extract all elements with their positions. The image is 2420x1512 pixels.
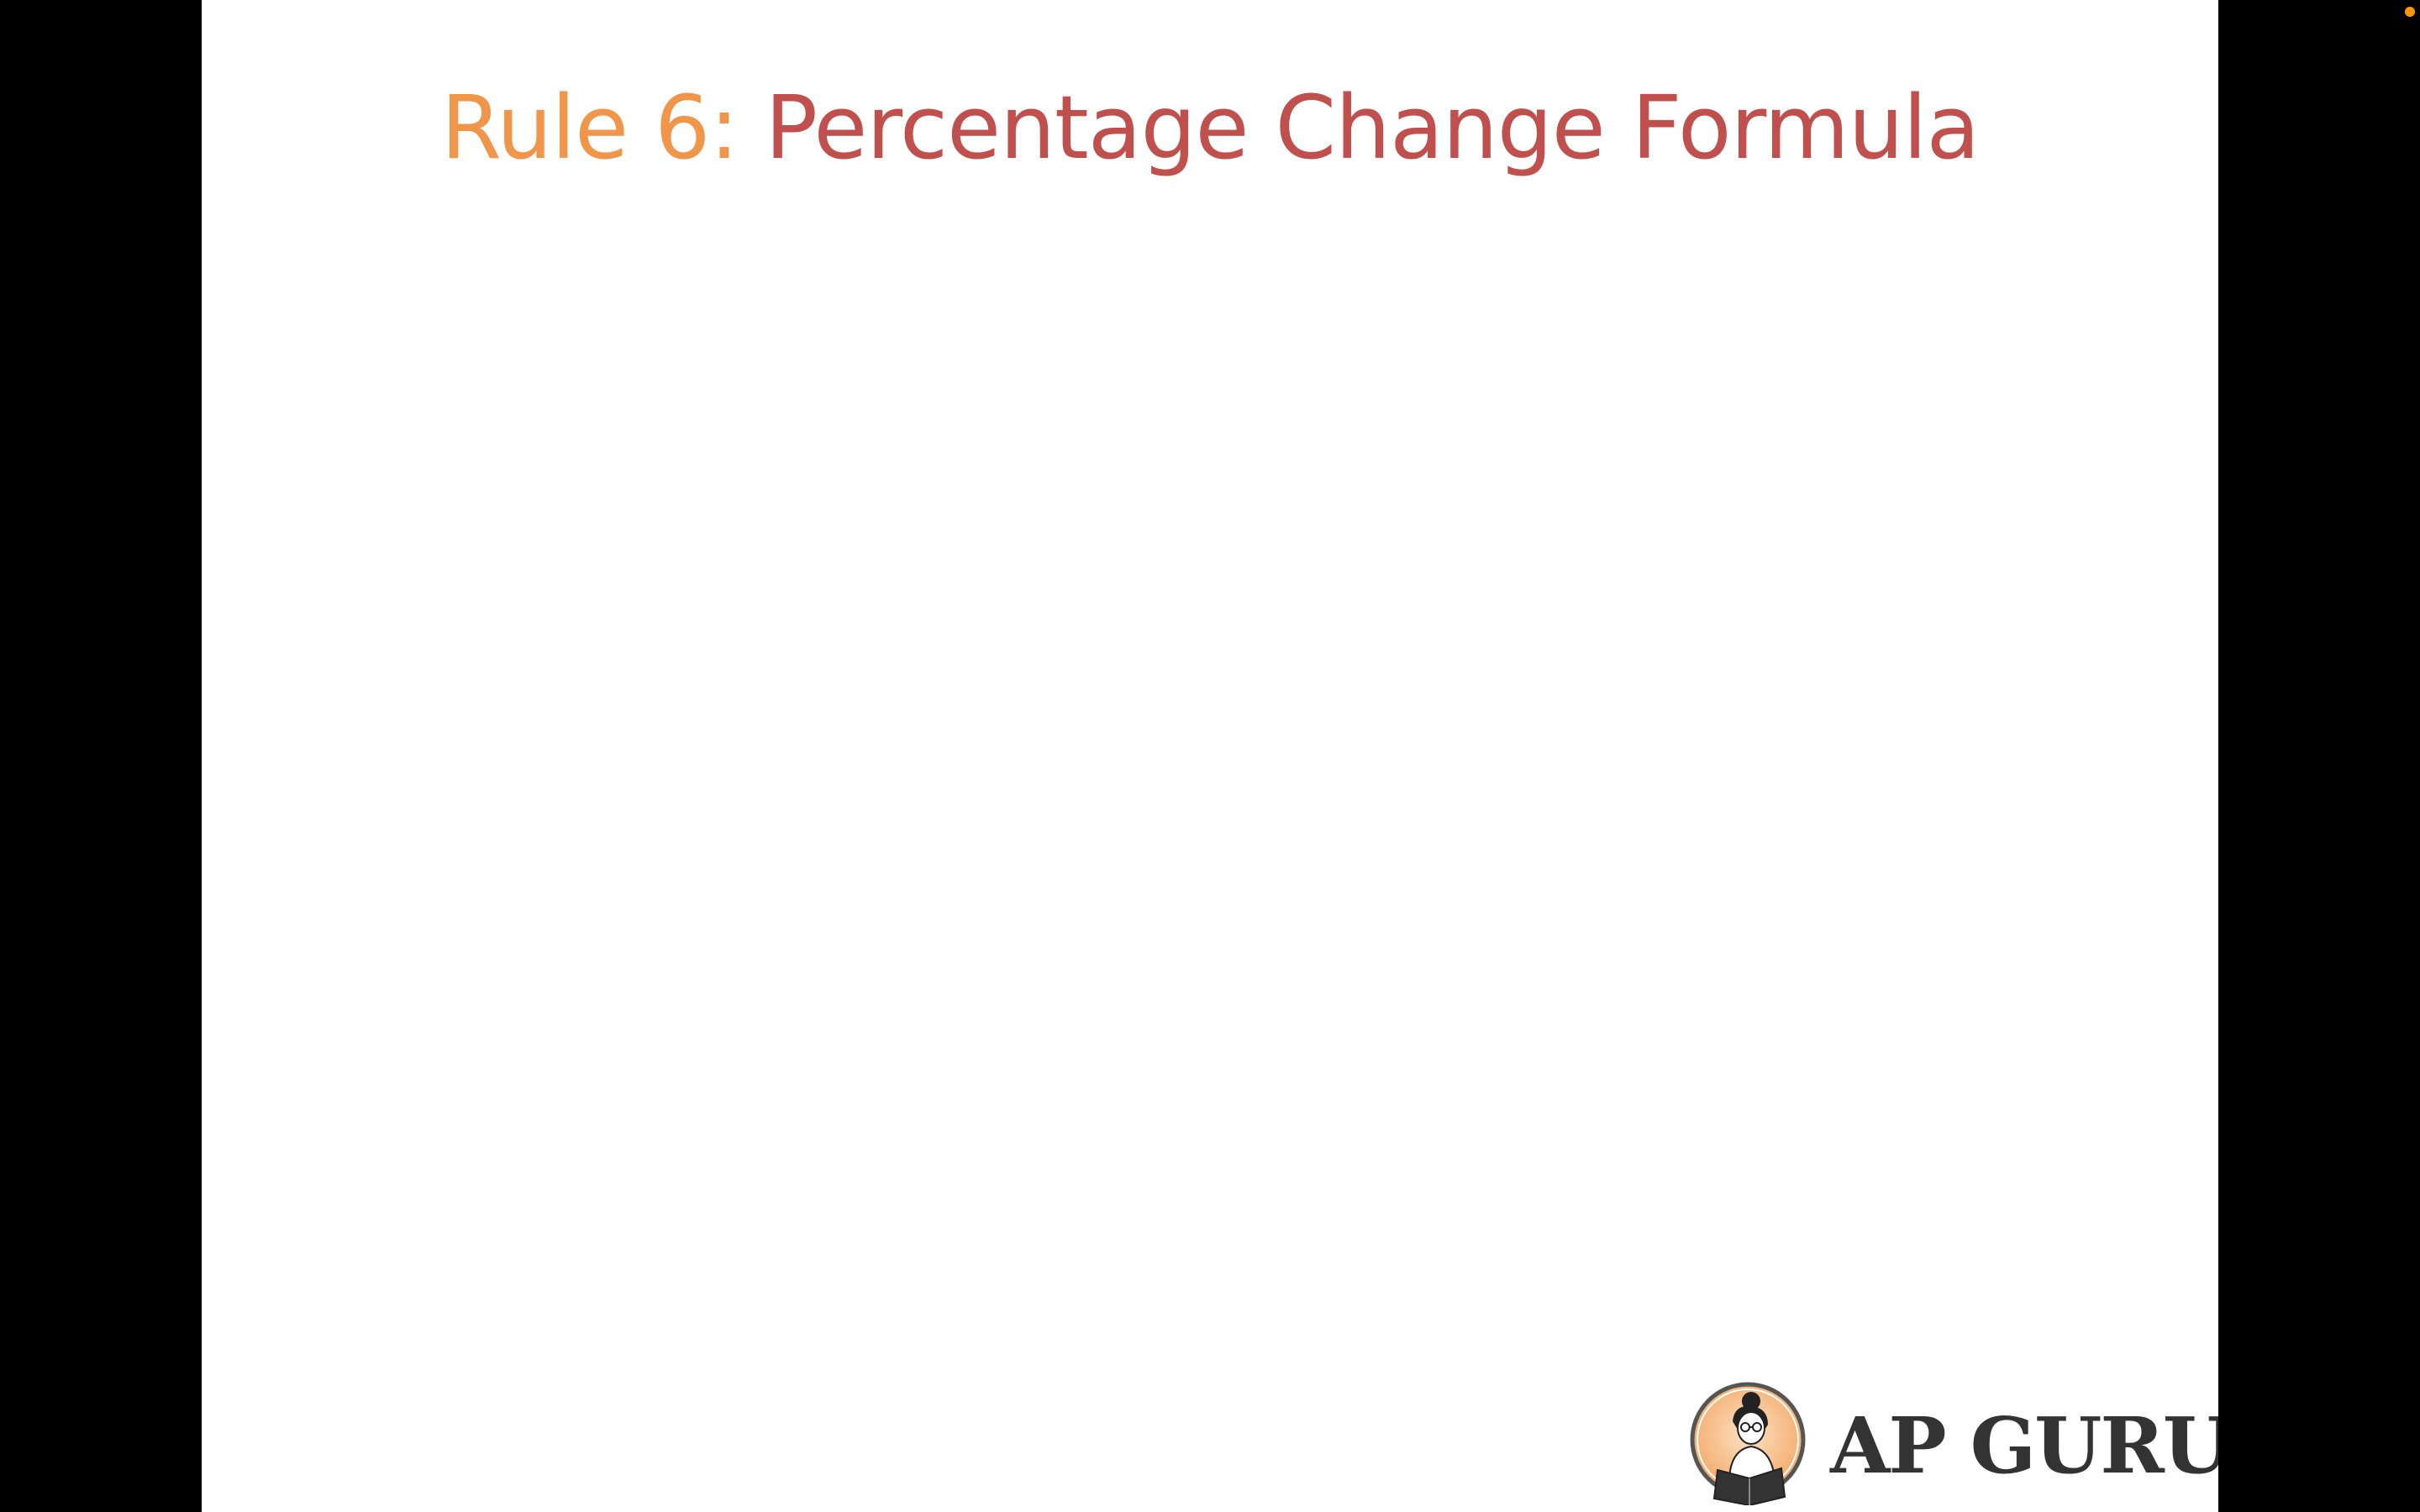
slide: Rule 6: Percentage Change Formula: [202, 0, 2218, 1512]
ap-guru-logo: AP GURU: [1687, 1378, 2218, 1512]
slide-title-main: Percentage Change Formula: [765, 76, 1980, 179]
orange-dot-icon: [2405, 7, 2415, 17]
logo-text: AP GURU: [1830, 1400, 2218, 1491]
slide-title: Rule 6: Percentage Change Formula: [202, 69, 2218, 186]
slide-title-prefix: Rule 6:: [440, 76, 765, 179]
reading-person-logo-icon: [1690, 1382, 1806, 1505]
